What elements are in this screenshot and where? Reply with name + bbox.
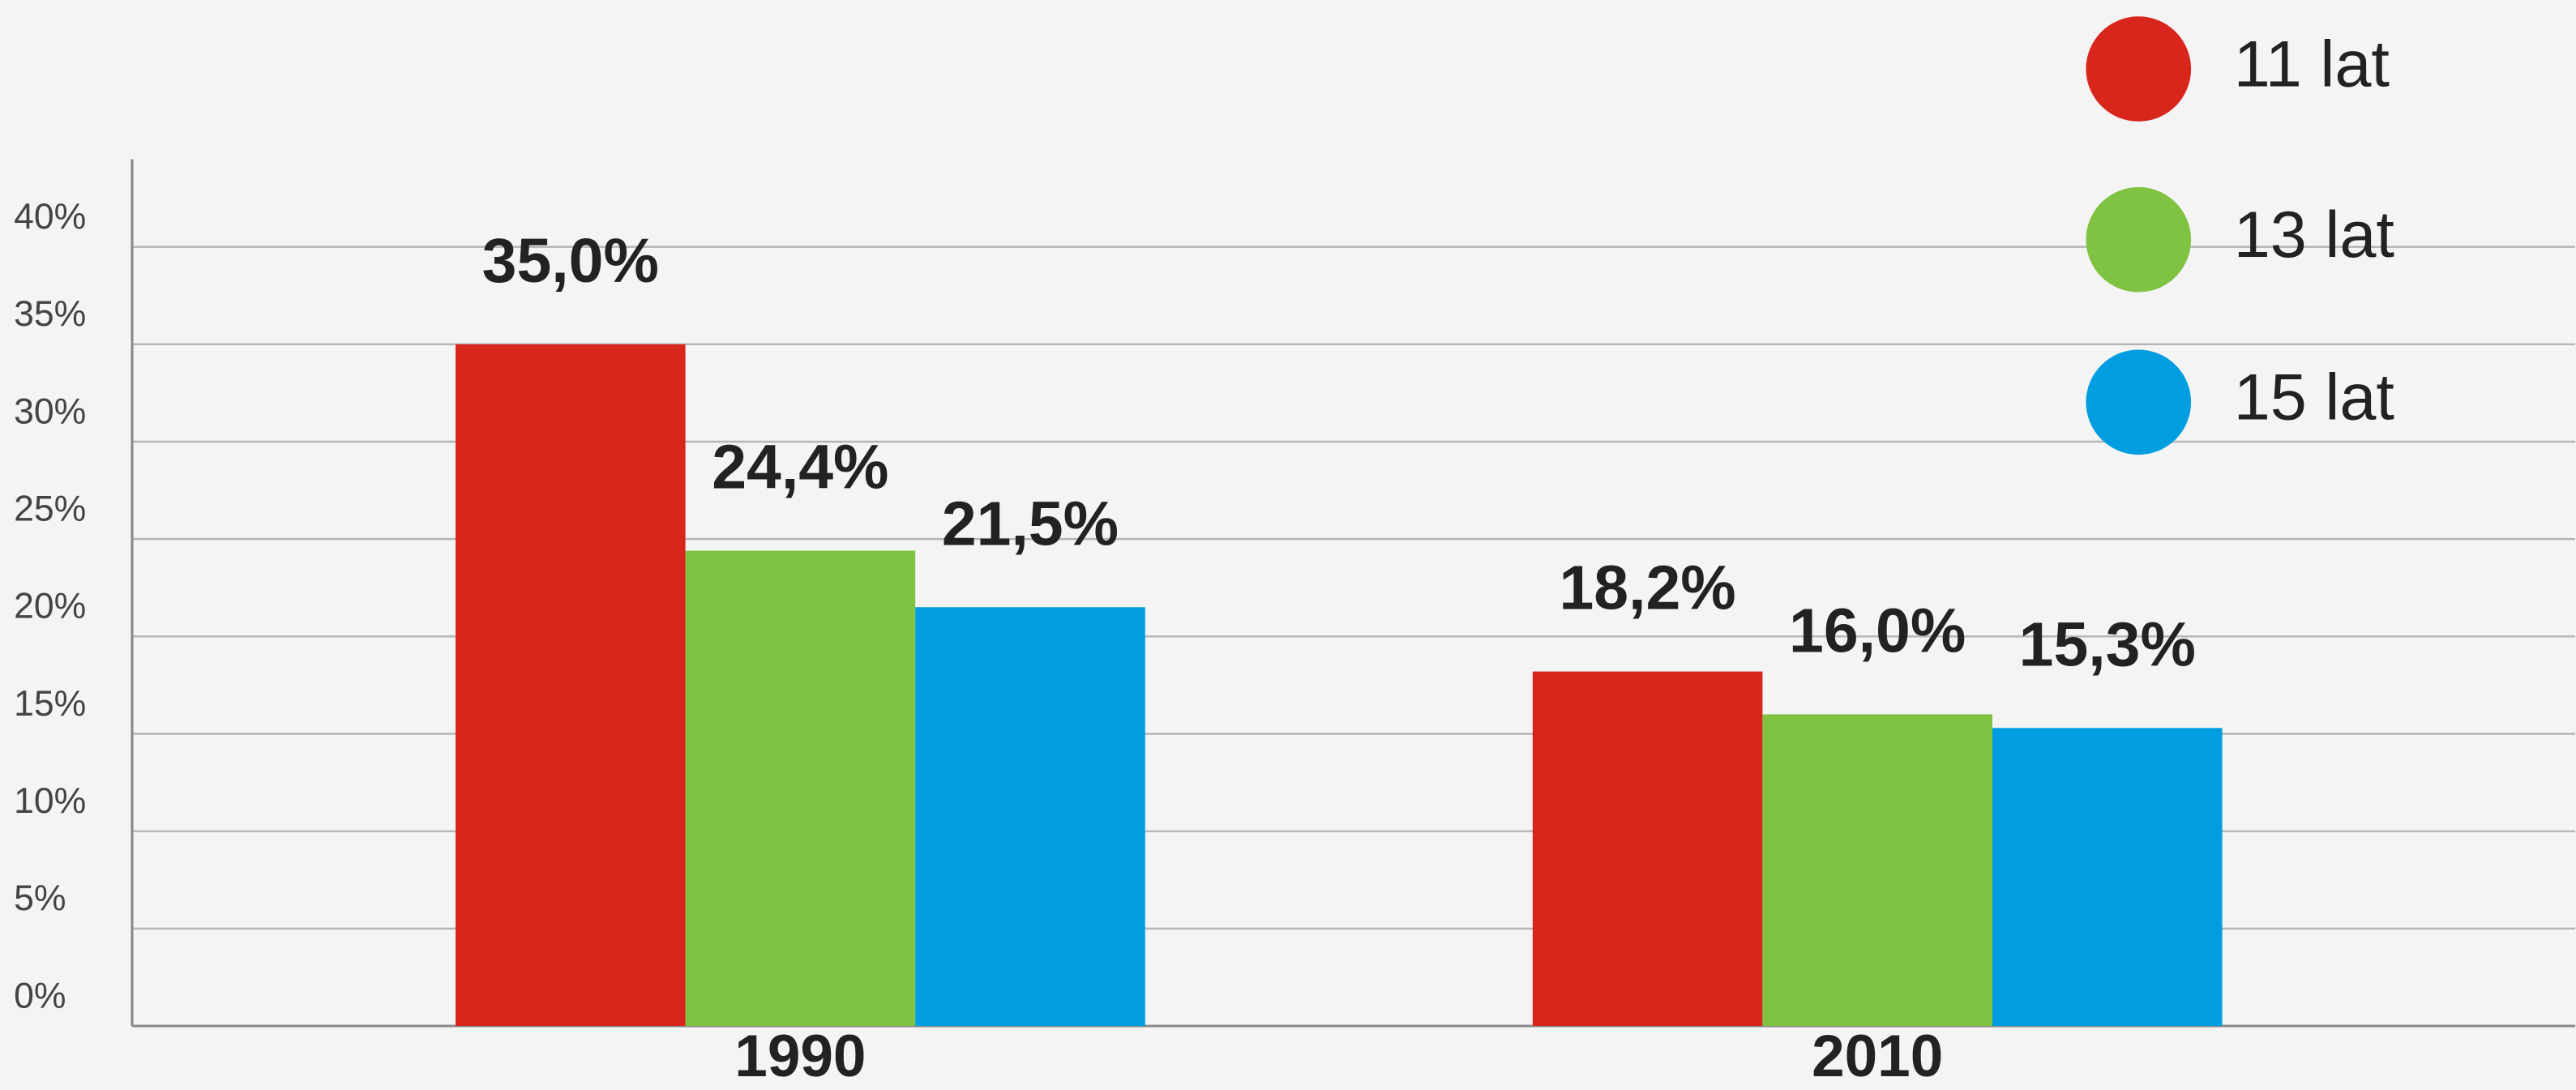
legend-swatch xyxy=(2086,187,2191,293)
bar xyxy=(915,607,1145,1026)
y-tick-label: 30% xyxy=(14,391,86,431)
bar xyxy=(1762,714,1992,1026)
value-label: 16,0% xyxy=(1789,596,1966,666)
legend-label: 11 lat xyxy=(2234,28,2390,100)
x-tick-label: 1990 xyxy=(734,1024,866,1089)
legend-swatch xyxy=(2086,16,2191,122)
y-tick-label: 15% xyxy=(14,684,86,724)
value-label: 18,2% xyxy=(1559,554,1735,623)
legend-label: 15 lat xyxy=(2234,361,2394,434)
y-tick-label: 10% xyxy=(14,781,86,821)
value-label: 24,4% xyxy=(712,433,888,502)
legend-label: 13 lat xyxy=(2234,199,2394,271)
value-label: 21,5% xyxy=(942,489,1119,558)
value-label: 35,0% xyxy=(482,226,659,296)
chart: 0% 5% 10% 15% 20% 25% 30% 35% 40% 1990 35,0% 24,4% 2… xyxy=(0,0,2576,1090)
y-tick-label: 0% xyxy=(14,976,66,1015)
legend-swatch xyxy=(2086,349,2191,455)
y-tick-label: 40% xyxy=(14,197,86,237)
bar xyxy=(686,551,916,1026)
y-tick-label: 35% xyxy=(14,294,86,334)
y-tick-label: 5% xyxy=(14,878,66,918)
bar xyxy=(1533,672,1763,1026)
x-tick-label: 2010 xyxy=(1812,1024,1943,1089)
page: {"chart_data": {"type": "bar", "categori… xyxy=(0,0,2576,1090)
bar xyxy=(456,344,686,1026)
value-label: 15,3% xyxy=(2019,609,2196,679)
bar xyxy=(1992,728,2223,1026)
y-tick-label: 25% xyxy=(14,489,86,528)
y-tick-label: 20% xyxy=(14,587,86,626)
